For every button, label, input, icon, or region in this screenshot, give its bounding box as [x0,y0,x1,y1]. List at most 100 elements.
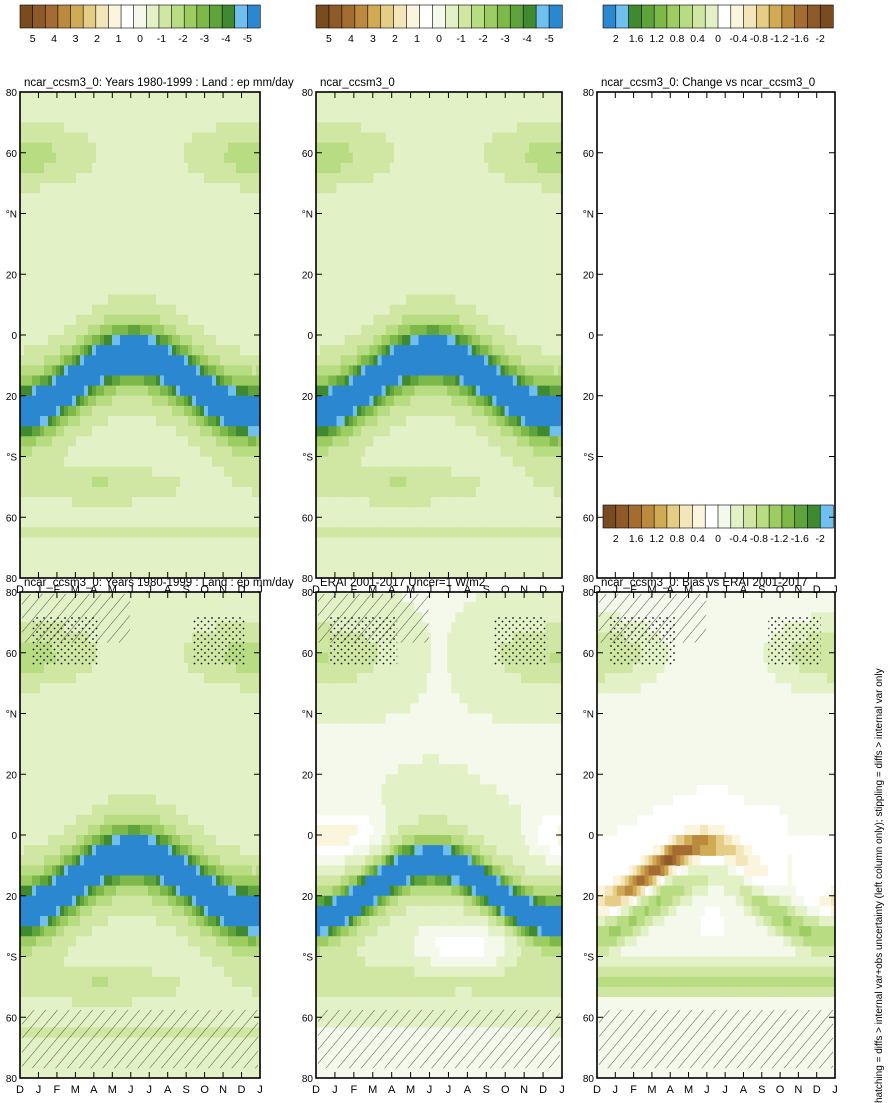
heat-cell [36,845,41,856]
heat-cell [92,926,97,937]
heat-cell [36,733,41,745]
heat-cell [20,916,25,927]
heat-cell [80,743,85,755]
heat-cell [68,693,73,704]
heat-cell [92,703,97,715]
heat-cell [28,905,33,917]
heat-cell [64,743,69,755]
heat-cell [72,713,77,725]
heat-cell [88,855,93,866]
heat-cell [20,875,25,887]
heat-cell [56,693,61,704]
heat-cell [84,855,89,866]
heat-cell [60,662,65,674]
y-tick-label: °S [6,953,17,964]
heat-cell [88,794,93,806]
heat-cell [96,885,101,897]
heat-cell [88,845,93,856]
heat-cell [100,723,105,735]
heat-cell [36,916,41,927]
heat-cell [84,804,89,816]
heat-cell [68,916,73,927]
heat-cell [28,683,33,694]
heat-cell [40,743,45,755]
heat-cell [68,835,73,846]
heat-cell [56,713,61,725]
heat-cell [72,814,77,826]
heat-cell [88,754,93,765]
heat-cell [96,784,101,796]
heat-cell [60,997,65,1008]
heat-cell [92,764,97,775]
heat-cell [48,956,53,968]
heat-cell [92,673,97,684]
heat-cell [76,926,81,937]
heat-cell [100,642,105,654]
heat-cell [84,662,89,674]
heat-cell [56,966,61,978]
heat-cell [40,986,45,998]
heat-cell [68,754,73,765]
heat-cell [84,976,89,988]
heat-cell [88,743,93,755]
heat-cell [28,936,33,947]
heat-cell [72,1067,77,1079]
heat-cell [56,743,61,755]
heat-cell [36,673,41,684]
heat-cell [28,895,33,907]
heat-cell [56,875,61,887]
heat-cell [80,814,85,826]
heat-cell [32,926,37,937]
heat-cell [72,723,77,735]
heat-cell [76,895,81,907]
heat-cell [64,835,69,846]
heat-cell [36,723,41,735]
heat-cell [24,946,29,958]
heat-cell [88,865,93,877]
heat-cell [56,754,61,765]
heat-cell [64,703,69,715]
heat-cell [32,693,37,704]
x-tick-label: O [200,1084,209,1096]
heat-cell [60,966,65,978]
heat-cell [96,976,101,988]
heat-cell [84,764,89,775]
heat-cell [52,916,57,927]
heat-cell [68,804,73,816]
heat-cell [96,916,101,927]
heat-cell [64,673,69,684]
heat-cell [48,1067,53,1079]
heat-cell [72,693,77,704]
heat-cell [88,713,93,725]
heat-cell [80,845,85,856]
heat-cell [52,814,57,826]
heat-cell [40,966,45,978]
heat-cell [32,956,37,968]
heat-cell [92,835,97,846]
heat-cell [52,865,57,877]
heat-cell [84,916,89,927]
heat-cell [72,662,77,674]
heat-cell [68,905,73,917]
heat-cell [68,926,73,937]
heat-cell [52,784,57,796]
heat-cell [52,855,57,866]
heat-cell [60,905,65,917]
heat-cell [20,774,25,785]
heat-cell [84,794,89,806]
heat-cell [56,1067,61,1079]
heat-cell [100,733,105,745]
heat-cell [96,895,101,907]
heat-cell [88,885,93,897]
heat-cell [44,845,49,856]
heat-cell [80,703,85,715]
heat-cell [44,693,49,704]
heat-cell [88,764,93,775]
heat-cell [76,673,81,684]
heat-cell [88,703,93,715]
heat-cell [72,865,77,877]
heat-cell [52,956,57,968]
heat-cell [28,976,33,988]
heat-cell [52,926,57,937]
heat-cell [96,814,101,826]
